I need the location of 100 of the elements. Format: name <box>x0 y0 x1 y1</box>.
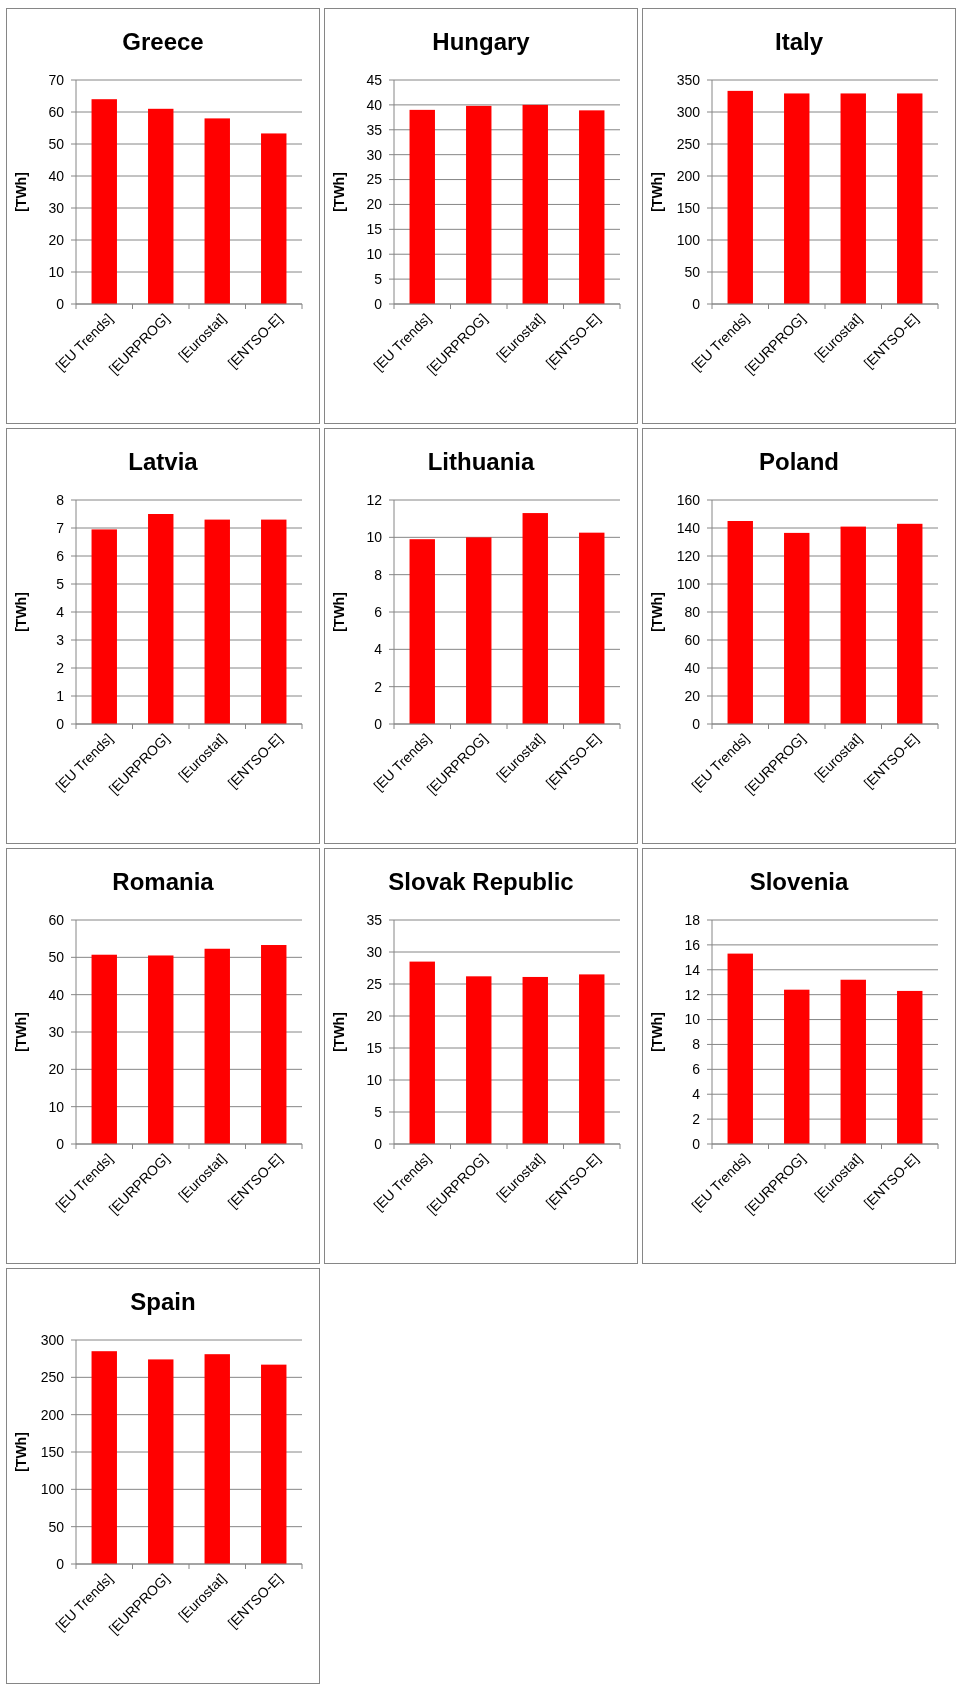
y-axis-title: [TWh] <box>13 592 29 632</box>
bar <box>579 532 605 724</box>
y-tick-label: 5 <box>374 1103 383 1120</box>
y-tick-label: 40 <box>366 96 383 113</box>
bar <box>784 989 810 1144</box>
bar <box>148 514 174 724</box>
y-tick-label: 40 <box>684 659 701 676</box>
y-axis-title: [TWh] <box>13 172 29 212</box>
y-tick-label: 15 <box>366 1039 383 1056</box>
y-tick-label: 6 <box>374 603 383 620</box>
y-axis-title: [TWh] <box>649 592 665 632</box>
y-tick-label: 50 <box>48 1518 65 1535</box>
y-tick-label: 20 <box>684 687 701 704</box>
y-tick-label: 5 <box>374 271 383 288</box>
bar <box>261 133 287 304</box>
chart-title: Romania <box>112 868 215 895</box>
y-tick-label: 35 <box>366 121 383 138</box>
bar <box>897 990 923 1144</box>
chart-title: Italy <box>774 28 824 55</box>
y-tick-label: 20 <box>366 196 383 213</box>
y-tick-label: 0 <box>374 715 383 732</box>
y-tick-label: 200 <box>40 1406 65 1423</box>
bar <box>466 976 492 1144</box>
y-tick-label: 4 <box>692 1086 701 1103</box>
chart-title: Latvia <box>128 448 199 475</box>
bar <box>204 519 230 724</box>
bar <box>522 976 548 1144</box>
y-tick-label: 30 <box>366 146 383 163</box>
chart-title: Greece <box>122 28 204 55</box>
y-tick-label: 6 <box>692 1061 701 1078</box>
y-tick-label: 10 <box>684 1011 701 1028</box>
y-tick-label: 15 <box>366 221 383 238</box>
y-tick-label: 300 <box>676 103 701 120</box>
y-tick-label: 14 <box>684 961 701 978</box>
y-tick-label: 0 <box>56 1555 65 1572</box>
y-axis-title: [TWh] <box>13 1012 29 1052</box>
bar <box>148 108 174 304</box>
bar <box>91 529 117 724</box>
y-tick-label: 150 <box>40 1443 65 1460</box>
y-tick-label: 8 <box>56 491 65 508</box>
bar <box>409 539 435 724</box>
y-tick-label: 0 <box>56 715 65 732</box>
y-tick-label: 20 <box>48 1061 65 1078</box>
bar <box>579 974 605 1144</box>
chart-title: Spain <box>130 1288 196 1315</box>
y-tick-label: 12 <box>684 986 701 1003</box>
y-axis-title: [TWh] <box>649 172 665 212</box>
bar <box>261 519 287 724</box>
y-tick-label: 20 <box>48 231 65 248</box>
y-tick-label: 250 <box>40 1369 65 1386</box>
y-tick-label: 18 <box>684 911 701 928</box>
bar <box>727 953 753 1144</box>
y-tick-label: 300 <box>40 1331 65 1348</box>
y-tick-label: 50 <box>48 949 65 966</box>
y-tick-label: 60 <box>48 911 65 928</box>
y-tick-label: 0 <box>692 715 701 732</box>
y-tick-label: 160 <box>676 491 701 508</box>
y-tick-label: 12 <box>366 491 383 508</box>
y-tick-label: 10 <box>366 246 383 263</box>
y-tick-label: 4 <box>56 603 65 620</box>
bar <box>466 537 492 724</box>
chart-title: Hungary <box>432 28 531 55</box>
y-tick-label: 140 <box>676 519 701 536</box>
y-tick-label: 120 <box>676 547 701 564</box>
y-axis-title: [TWh] <box>331 1012 347 1052</box>
y-tick-label: 45 <box>366 71 383 88</box>
y-tick-label: 8 <box>692 1036 701 1053</box>
bar <box>204 118 230 304</box>
y-tick-label: 40 <box>48 167 65 184</box>
y-tick-label: 100 <box>676 231 701 248</box>
y-axis-title: [TWh] <box>13 1432 29 1472</box>
y-tick-label: 0 <box>374 1135 383 1152</box>
y-tick-label: 1 <box>56 687 65 704</box>
y-tick-label: 60 <box>48 103 65 120</box>
y-tick-label: 30 <box>48 1023 65 1040</box>
y-tick-label: 40 <box>48 986 65 1003</box>
y-tick-label: 10 <box>48 263 65 280</box>
chart-title: Poland <box>758 448 840 475</box>
y-tick-label: 60 <box>684 631 701 648</box>
y-tick-label: 0 <box>692 1135 701 1152</box>
y-tick-label: 350 <box>676 71 701 88</box>
y-tick-label: 2 <box>692 1111 701 1128</box>
y-tick-label: 7 <box>56 519 65 536</box>
y-tick-label: 0 <box>692 295 701 312</box>
y-tick-label: 0 <box>56 295 65 312</box>
y-tick-label: 10 <box>366 529 383 546</box>
bar <box>409 961 435 1144</box>
bar <box>522 513 548 724</box>
bar <box>91 99 117 304</box>
chart-title: Slovak Republic <box>388 868 574 895</box>
y-axis-title: [TWh] <box>331 592 347 632</box>
y-tick-label: 100 <box>676 575 701 592</box>
y-tick-label: 50 <box>684 263 701 280</box>
y-tick-label: 3 <box>56 631 65 648</box>
y-axis-title: [TWh] <box>331 172 347 212</box>
y-tick-label: 20 <box>366 1007 383 1024</box>
chart-title: Slovenia <box>749 868 849 895</box>
y-tick-label: 200 <box>676 167 701 184</box>
y-tick-label: 80 <box>684 603 701 620</box>
y-tick-label: 10 <box>48 1098 65 1115</box>
